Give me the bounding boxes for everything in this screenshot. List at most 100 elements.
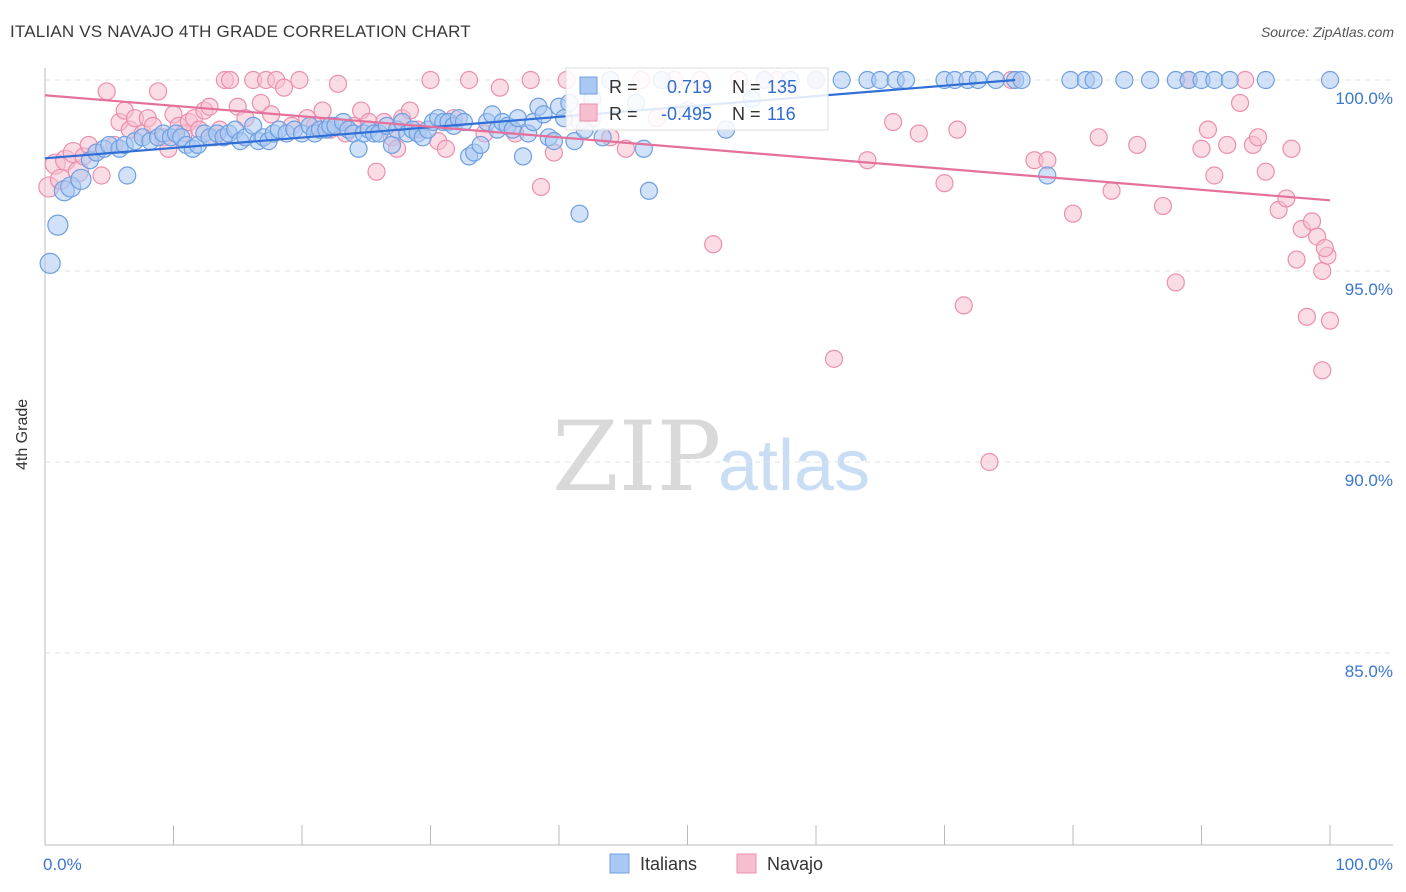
navajo-n-label: N = <box>732 104 761 124</box>
italians-point-84 <box>534 105 553 124</box>
navajo-point-86 <box>858 151 877 170</box>
italians-point-114 <box>968 70 988 90</box>
navajo-point-104 <box>1198 120 1218 139</box>
navajo-point-103 <box>1192 139 1211 158</box>
navajo-point-69 <box>531 177 551 197</box>
navajo-point-90 <box>948 120 967 139</box>
italians-point-94 <box>593 128 612 147</box>
x-tick-label-min: 0.0% <box>43 855 82 874</box>
navajo-point-124 <box>1315 238 1334 258</box>
navajo-point-100 <box>1153 196 1173 216</box>
italians-point-127 <box>1205 70 1224 90</box>
navajo-point-96 <box>1063 204 1083 223</box>
italians-n-value: 135 <box>767 77 797 97</box>
navajo-n-value: 116 <box>767 104 796 124</box>
italians-point-122 <box>1115 70 1134 90</box>
navajo-point-64 <box>459 70 479 90</box>
navajo-point-89 <box>935 174 954 193</box>
italians-point-98 <box>639 181 659 200</box>
navajo-point-10 <box>97 82 116 101</box>
italians-point-91 <box>570 204 589 223</box>
navajo-point-60 <box>421 70 440 90</box>
italians-point-55 <box>382 135 402 155</box>
italians-point-128 <box>1220 70 1239 90</box>
navajo-point-99 <box>1128 135 1147 155</box>
italians-point-117 <box>1012 70 1031 90</box>
navajo-point-95 <box>1038 151 1057 170</box>
navajo-point-88 <box>909 124 928 143</box>
y-tick-label-0: 100.0% <box>1335 89 1393 108</box>
navajo-point-66 <box>490 78 509 97</box>
navajo-point-91 <box>954 296 973 315</box>
navajo-point-41 <box>274 78 294 97</box>
italians-point-90 <box>565 132 584 151</box>
navajo-point-113 <box>1277 189 1296 208</box>
navajo-point-98 <box>1102 181 1121 200</box>
x-tick-label-max: 100.0% <box>1335 855 1393 874</box>
navajo-r-value: -0.495 <box>661 104 712 124</box>
italians-point-79 <box>508 109 527 128</box>
watermark-zip: ZIP <box>552 401 721 513</box>
italians-stat-swatch <box>579 76 598 95</box>
italians-trend-line <box>44 78 1016 160</box>
legend: Italians Navajo <box>609 853 823 874</box>
italians-point-108 <box>871 70 890 90</box>
navajo-point-108 <box>1236 70 1255 90</box>
y-tick-label-1: 95.0% <box>1345 280 1393 299</box>
italians-point-86 <box>544 132 563 151</box>
italians-point-119 <box>1061 70 1080 90</box>
navajo-stat-swatch <box>579 103 598 122</box>
navajo-point-97 <box>1089 128 1108 147</box>
italians-point-123 <box>1140 70 1160 90</box>
navajo-point-111 <box>1256 162 1275 181</box>
italians-point-72 <box>471 135 490 155</box>
italians-point-80 <box>513 147 533 166</box>
navajo-point-19 <box>148 82 168 101</box>
watermark-atlas: atlas <box>718 426 870 506</box>
navajo-point-110 <box>1248 128 1268 147</box>
navajo-point-115 <box>1287 250 1306 269</box>
navajo-point-117 <box>1297 307 1316 326</box>
navajo-point-87 <box>883 112 903 132</box>
grid-lines <box>45 79 1393 654</box>
navajo-point-68 <box>521 70 540 90</box>
navajo-point-29 <box>200 97 219 116</box>
italians-n-label: N = <box>732 77 761 97</box>
italians-point-11 <box>118 166 137 185</box>
italians-point-1 <box>47 214 69 236</box>
italians-point-121 <box>1084 70 1103 90</box>
navajo-r-label: R = <box>609 104 638 124</box>
navajo-trend-line <box>44 94 1331 202</box>
navajo-point-123 <box>1320 311 1340 330</box>
italians-point-130 <box>1320 70 1340 90</box>
navajo-point-106 <box>1218 135 1237 155</box>
navajo-point-120 <box>1313 261 1332 281</box>
axes <box>44 68 1393 846</box>
italians-r-label: R = <box>609 77 638 97</box>
navajo-point-101 <box>1166 273 1185 292</box>
navajo-point-92 <box>980 452 999 472</box>
navajo-point-53 <box>367 162 386 181</box>
italians-point-49 <box>349 139 368 158</box>
navajo-point-105 <box>1205 166 1224 185</box>
navajo-point-48 <box>328 74 348 93</box>
italians-point-129 <box>1256 70 1275 90</box>
trend-lines <box>44 78 1331 202</box>
navajo-point-43 <box>290 70 309 90</box>
stats-box: R = 0.719 N = 135 R = -0.495 N = 116 <box>565 67 829 131</box>
navajo-point-33 <box>220 70 240 90</box>
navajo-point-122 <box>1313 361 1332 380</box>
navajo-point-85 <box>824 349 844 368</box>
italians-point-106 <box>832 70 851 90</box>
navajo-point-62 <box>436 139 456 158</box>
italians-point-4 <box>70 168 92 190</box>
navajo-point-107 <box>1230 93 1250 113</box>
legend-label-italians: Italians <box>640 854 697 874</box>
navajo-point-80 <box>704 235 723 254</box>
legend-swatch-navajo <box>736 853 757 874</box>
navajo-point-37 <box>251 93 270 113</box>
y-tick-label-2: 90.0% <box>1345 471 1393 490</box>
navajo-point-118 <box>1302 212 1322 231</box>
italians-point-110 <box>896 70 916 90</box>
